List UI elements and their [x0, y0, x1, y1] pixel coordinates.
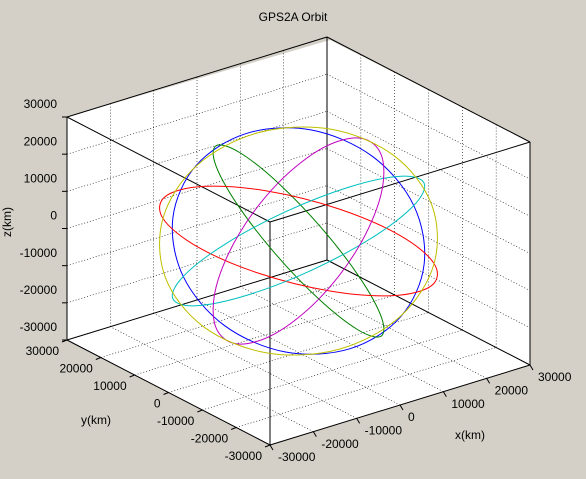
tick-mark — [486, 378, 491, 384]
z-tick-label: -30000 — [20, 320, 58, 334]
grid-line — [326, 73, 531, 180]
box-edge — [66, 36, 328, 118]
tick-mark — [312, 431, 317, 437]
x-axis-label: x(km) — [455, 428, 485, 442]
axes-background — [67, 40, 530, 445]
z-tick-label: 10000 — [24, 172, 58, 186]
y-axis-label: y(km) — [81, 413, 111, 427]
grid-line — [66, 222, 328, 304]
grid-line — [134, 294, 395, 376]
tick-mark — [356, 418, 361, 424]
y-tick-label: 30000 — [26, 344, 60, 358]
x-tick-label: -10000 — [365, 424, 403, 438]
grid-line — [326, 111, 531, 217]
grid-line — [196, 299, 401, 406]
box-edge — [269, 141, 531, 223]
tick-mark — [129, 374, 135, 378]
x-tick-label: 30000 — [538, 370, 572, 384]
x-tick-label: 10000 — [451, 397, 485, 411]
grid-line — [326, 185, 531, 291]
tick-mark — [442, 391, 447, 397]
grid-line — [100, 277, 361, 358]
x-tick-label: 0 — [408, 410, 415, 424]
tick-mark — [197, 409, 203, 413]
grid-line — [66, 111, 328, 192]
box-edge — [66, 116, 271, 223]
grid-line — [66, 73, 328, 155]
grid-line — [236, 347, 497, 428]
tick-mark — [264, 444, 271, 448]
tick-mark — [230, 427, 237, 430]
grid-line — [66, 185, 328, 266]
grid-line — [283, 273, 487, 379]
grid-line — [240, 286, 444, 392]
grid-line — [168, 312, 429, 393]
grid-line — [202, 329, 463, 411]
chart-title: GPS2A Orbit — [259, 10, 328, 24]
y-tick-label: 0 — [154, 397, 161, 411]
tick-mark — [399, 404, 404, 411]
tick-mark — [529, 364, 534, 371]
z-tick-label: 30000 — [24, 97, 58, 111]
y-tick-label: 20000 — [59, 362, 93, 376]
x-tick-label: -20000 — [321, 437, 359, 451]
z-tick-label: 20000 — [24, 134, 58, 148]
x-tick-label: 20000 — [495, 384, 529, 398]
orbit-line — [171, 175, 426, 307]
z-tick-label: 0 — [50, 209, 57, 223]
y-tick-label: -10000 — [157, 414, 195, 428]
tick-mark — [163, 392, 169, 395]
y-tick-label: 10000 — [93, 379, 127, 393]
grid-line — [326, 222, 531, 329]
z-tick-label: -10000 — [20, 246, 58, 260]
tick-mark — [95, 357, 102, 360]
tick-mark — [269, 444, 274, 451]
box-edge — [326, 36, 531, 143]
y-tick-label: -30000 — [225, 449, 263, 463]
box-edge — [326, 259, 531, 366]
y-tick-label: -20000 — [191, 432, 229, 446]
z-tick-label: -20000 — [20, 283, 58, 297]
orbit-line — [159, 126, 438, 356]
grid-line — [66, 148, 328, 229]
z-axis-label: z(km) — [0, 207, 14, 237]
box-edge — [66, 259, 328, 341]
grid-line — [326, 148, 531, 254]
x-tick-label: -30000 — [278, 450, 316, 464]
orbit-line — [212, 137, 385, 345]
